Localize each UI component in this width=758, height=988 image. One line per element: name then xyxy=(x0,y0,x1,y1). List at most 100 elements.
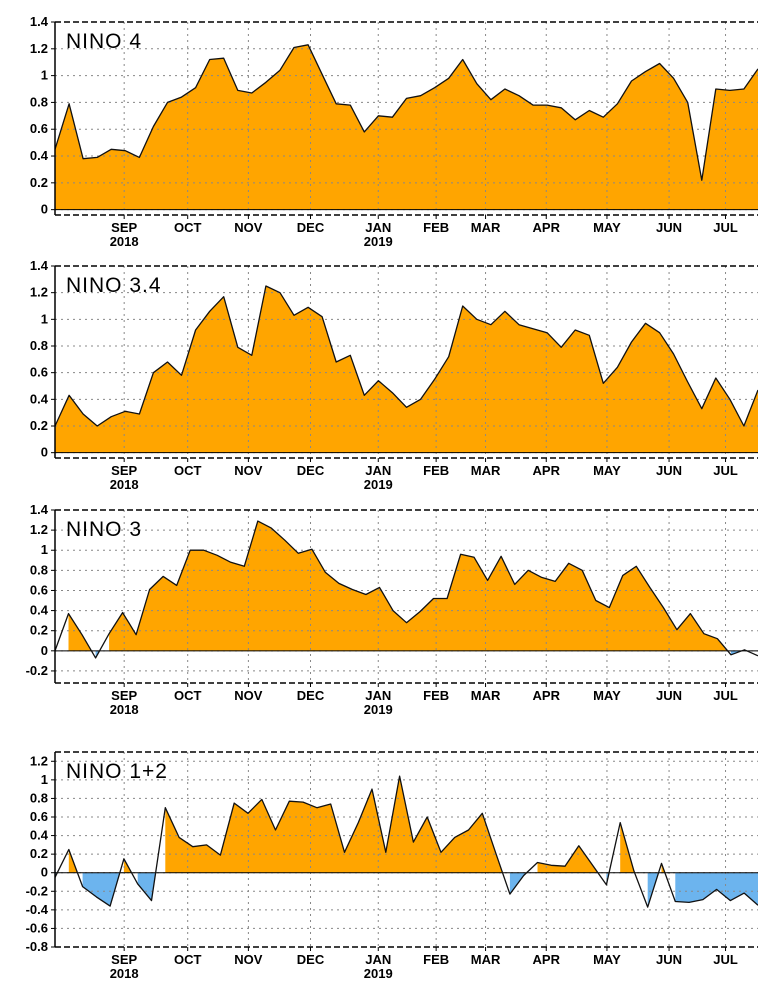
y-tick-label: 0 xyxy=(41,445,48,460)
x-tick-label: JUN xyxy=(656,952,682,967)
y-tick-label: 0.2 xyxy=(30,623,48,638)
x-tick-label: NOV xyxy=(234,688,263,703)
negative-anomaly-area xyxy=(137,872,156,901)
positive-anomaly-area xyxy=(165,776,503,873)
x-tick-label: MAY xyxy=(593,688,621,703)
x-tick-label: OCT xyxy=(174,220,202,235)
x-tick-label: JUN xyxy=(656,463,682,478)
negative-anomaly-area xyxy=(82,872,120,907)
x-tick-label: DEC xyxy=(297,220,325,235)
y-tick-label: 0.2 xyxy=(30,846,48,861)
panel-title: NINO 1+2 xyxy=(66,760,168,783)
y-tick-label: 0.6 xyxy=(30,365,48,380)
y-tick-label: 1.4 xyxy=(30,14,49,29)
y-tick-label: 0.4 xyxy=(30,603,49,618)
x-tick-label: DEC xyxy=(297,463,325,478)
x-tick-year-label: 2018 xyxy=(110,702,139,717)
x-tick-label: FEB xyxy=(423,463,449,478)
x-tick-label: APR xyxy=(533,688,561,703)
y-tick-label: 0.4 xyxy=(30,148,49,163)
y-tick-label: 0.6 xyxy=(30,582,48,597)
y-tick-label: 0.8 xyxy=(30,562,48,577)
y-tick-label: 0.2 xyxy=(30,175,48,190)
y-tick-label: 0.8 xyxy=(30,94,48,109)
grid xyxy=(55,266,758,458)
x-tick-label: JAN xyxy=(365,220,391,235)
y-tick-label: 0 xyxy=(41,865,48,880)
x-tick-label: JUN xyxy=(656,688,682,703)
positive-anomaly-area xyxy=(55,44,758,210)
x-tick-label: DEC xyxy=(297,688,325,703)
y-tick-label: -0.6 xyxy=(26,920,48,935)
x-tick-label: JAN xyxy=(365,463,391,478)
x-tick-label: OCT xyxy=(174,952,202,967)
x-tick-label: NOV xyxy=(234,952,263,967)
y-tick-label: 0.8 xyxy=(30,790,48,805)
x-tick-label: SEP xyxy=(111,220,137,235)
positive-anomaly-area xyxy=(109,521,728,651)
series-line xyxy=(55,285,758,427)
y-tick-label: 1.4 xyxy=(30,502,49,517)
x-tick-label: JUL xyxy=(713,463,738,478)
x-tick-label: APR xyxy=(533,220,561,235)
x-tick-label: JAN xyxy=(365,688,391,703)
series-line xyxy=(55,44,758,181)
y-tick-label: 0 xyxy=(41,202,48,217)
x-tick-label: JUL xyxy=(713,952,738,967)
x-tick-label: JUN xyxy=(656,220,682,235)
x-tick-label: OCT xyxy=(174,463,202,478)
x-tick-year-label: 2018 xyxy=(110,234,139,249)
x-tick-year-label: 2019 xyxy=(364,234,393,249)
x-tick-label: SEP xyxy=(111,463,137,478)
x-tick-label: SEP xyxy=(111,952,137,967)
x-tick-label: FEB xyxy=(423,688,449,703)
grid xyxy=(55,22,758,215)
positive-anomaly-area xyxy=(55,286,758,453)
x-tick-label: MAR xyxy=(471,463,501,478)
x-tick-label: OCT xyxy=(174,688,202,703)
series-line xyxy=(55,775,758,908)
y-tick-label: 1 xyxy=(41,311,48,326)
x-tick-label: DEC xyxy=(297,952,325,967)
x-tick-label: SEP xyxy=(111,688,137,703)
series-line xyxy=(55,520,758,659)
y-tick-label: 1 xyxy=(41,772,48,787)
x-tick-label: MAR xyxy=(471,952,501,967)
y-tick-label: 0.8 xyxy=(30,338,48,353)
x-tick-label: JUL xyxy=(713,220,738,235)
panel-title: NINO 3 xyxy=(66,518,142,541)
panel-title: NINO 4 xyxy=(66,30,142,53)
x-tick-year-label: 2018 xyxy=(110,477,139,492)
grid xyxy=(55,752,758,947)
negative-anomaly-area xyxy=(509,872,527,895)
y-tick-label: 1.2 xyxy=(30,522,48,537)
y-tick-label: 1.2 xyxy=(30,41,48,56)
x-tick-label: FEB xyxy=(423,952,449,967)
positive-anomaly-area xyxy=(620,822,635,873)
x-tick-year-label: 2019 xyxy=(364,702,393,717)
y-tick-label: 1 xyxy=(41,542,48,557)
panel-4: -0.8 -0.6 -0.4 -0.2 0 0.2 0.4 0.6 0.8 1 1.2 SEP2018… xyxy=(26,751,758,981)
x-tick-label: MAY xyxy=(593,220,621,235)
x-tick-label: MAR xyxy=(471,220,501,235)
x-tick-year-label: 2019 xyxy=(364,477,393,492)
y-tick-label: 0.6 xyxy=(30,121,48,136)
x-tick-label: JUL xyxy=(713,688,738,703)
y-tick-label: 0.4 xyxy=(30,391,49,406)
x-tick-label: MAY xyxy=(593,952,621,967)
y-tick-label: 1.2 xyxy=(30,753,48,768)
x-tick-year-label: 2018 xyxy=(110,966,139,981)
x-tick-label: MAY xyxy=(593,463,621,478)
y-tick-label: 0.2 xyxy=(30,418,48,433)
y-tick-label: 0.6 xyxy=(30,809,48,824)
y-tick-label: -0.2 xyxy=(26,883,48,898)
grid xyxy=(55,510,758,683)
y-tick-label: -0.4 xyxy=(26,902,49,917)
x-tick-label: APR xyxy=(533,952,561,967)
x-tick-label: NOV xyxy=(234,220,263,235)
y-tick-label: 1.2 xyxy=(30,285,48,300)
